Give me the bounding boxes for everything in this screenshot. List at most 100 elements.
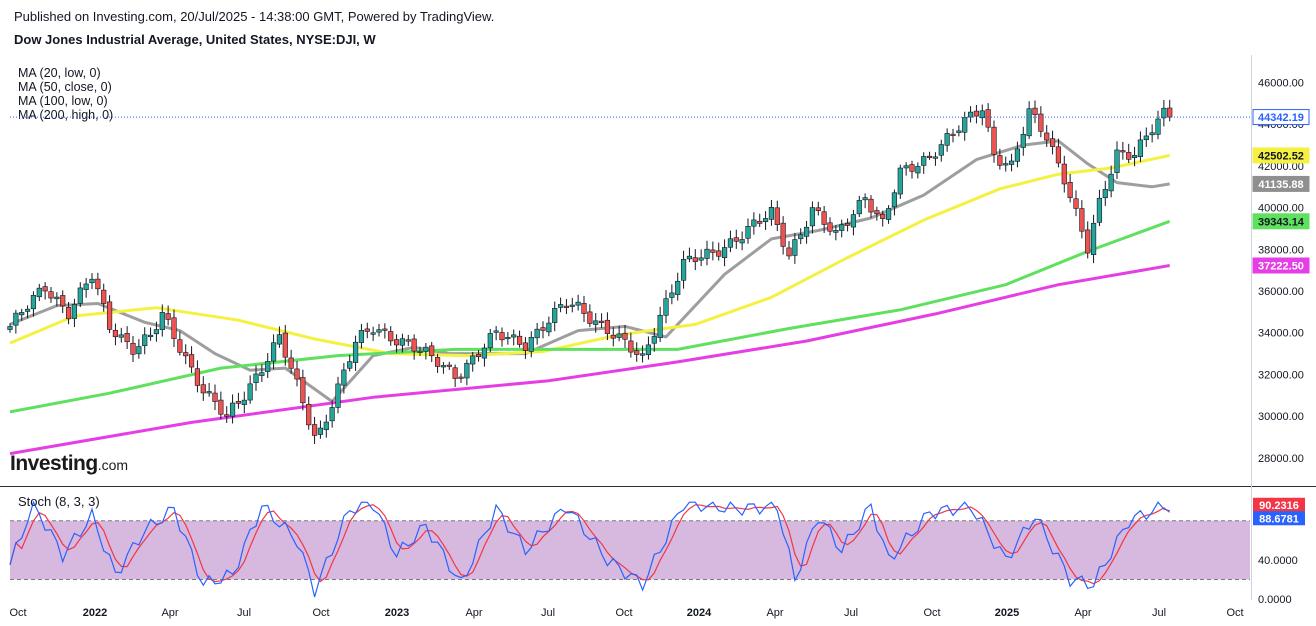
candle xyxy=(499,327,505,347)
svg-text:88.6781: 88.6781 xyxy=(1259,513,1299,525)
candle xyxy=(546,316,552,337)
candle xyxy=(962,111,968,141)
candle xyxy=(300,369,306,411)
candle xyxy=(311,416,318,445)
time-tick-label: Oct xyxy=(1226,607,1243,619)
candle xyxy=(171,309,177,347)
symbol-title: Dow Jones Industrial Average, United Sta… xyxy=(14,32,376,47)
candle xyxy=(827,217,833,236)
candle xyxy=(95,272,101,296)
candle xyxy=(112,323,119,346)
candle xyxy=(352,335,359,371)
candle xyxy=(909,160,915,179)
svg-text:42502.52: 42502.52 xyxy=(1258,150,1304,162)
candle xyxy=(692,249,698,271)
candle xyxy=(1137,131,1144,163)
stoch-title: Stoch (8, 3, 3) xyxy=(18,494,100,509)
candle xyxy=(270,334,277,370)
candle xyxy=(30,291,37,317)
candle xyxy=(1055,138,1062,168)
candle xyxy=(147,327,154,341)
candle xyxy=(1102,180,1108,206)
candle xyxy=(1085,221,1091,259)
legend-ma200[interactable]: MA (200, high, 0) xyxy=(18,108,114,122)
time-axis[interactable]: Oct 2022 Apr Jul Oct 2023 Apr Jul Oct 2024 Apr Jul O… xyxy=(9,607,1243,619)
candle xyxy=(798,228,804,245)
candle xyxy=(1049,130,1056,155)
candle xyxy=(979,104,985,126)
candle xyxy=(65,301,72,325)
candle xyxy=(1061,155,1067,193)
price-tick-label: 38000.00 xyxy=(1258,244,1304,256)
candle xyxy=(13,309,19,334)
price-tick-label: 30000.00 xyxy=(1258,411,1304,423)
candle xyxy=(411,334,417,360)
candle xyxy=(944,128,950,152)
candle xyxy=(19,308,25,321)
candle xyxy=(487,328,493,353)
candle xyxy=(932,152,939,166)
candle xyxy=(323,414,329,438)
price-badge: 42502.52 xyxy=(1252,147,1310,164)
published-info: Published on Investing.com, 20/Jul/2025 … xyxy=(14,9,495,24)
candle xyxy=(136,339,142,359)
candle xyxy=(716,242,722,261)
candle xyxy=(388,326,394,346)
candle xyxy=(528,331,534,358)
candle xyxy=(1008,153,1015,172)
candle xyxy=(950,128,956,143)
candle xyxy=(803,220,810,244)
svg-text:39343.14: 39343.14 xyxy=(1258,216,1305,228)
candle xyxy=(587,304,593,328)
candle xyxy=(382,323,388,339)
price-badge: 44342.19 xyxy=(1252,109,1310,126)
candle xyxy=(563,299,570,315)
candle xyxy=(809,201,816,234)
price-axis[interactable]: 46000.0044000.0042000.0040000.0038000.00… xyxy=(1258,78,1304,465)
candle xyxy=(774,200,780,232)
candle xyxy=(48,286,54,303)
legend-ma100[interactable]: MA (100, low, 0) xyxy=(18,94,108,108)
candle xyxy=(569,297,575,313)
candle xyxy=(534,322,540,345)
time-tick-label: Jul xyxy=(844,607,858,619)
candle xyxy=(212,384,218,411)
candle xyxy=(516,330,523,348)
candle xyxy=(440,362,447,374)
price-tick-label: 34000.00 xyxy=(1258,328,1304,340)
stoch-lines xyxy=(9,500,1171,598)
stoch-tick-label: 40.0000 xyxy=(1258,555,1298,567)
stoch-band xyxy=(10,520,1250,580)
candle xyxy=(815,201,821,216)
candle xyxy=(593,313,599,333)
svg-text:90.2316: 90.2316 xyxy=(1259,500,1299,512)
candle xyxy=(1155,110,1161,140)
candle xyxy=(745,218,751,244)
candle xyxy=(288,349,294,374)
investing-logo: Investing.com xyxy=(10,452,128,476)
candle xyxy=(616,325,622,342)
candle xyxy=(1014,141,1021,168)
candle xyxy=(1026,101,1032,139)
candle xyxy=(762,211,769,230)
candle xyxy=(405,334,411,347)
candle xyxy=(481,343,488,367)
candle xyxy=(997,148,1003,170)
candle xyxy=(844,218,851,232)
candle xyxy=(757,213,763,228)
candle xyxy=(118,327,124,343)
candle xyxy=(429,341,435,363)
time-tick-label: Apr xyxy=(1074,607,1091,619)
candle xyxy=(634,342,640,362)
candle xyxy=(329,400,335,428)
candle xyxy=(686,247,693,263)
candle xyxy=(1003,156,1009,172)
candle xyxy=(639,345,646,363)
legend-ma20[interactable]: MA (20, low, 0) xyxy=(18,66,101,80)
legend-ma50[interactable]: MA (50, close, 0) xyxy=(18,80,112,94)
candle xyxy=(897,164,903,199)
stoch-d-line xyxy=(9,504,1171,585)
